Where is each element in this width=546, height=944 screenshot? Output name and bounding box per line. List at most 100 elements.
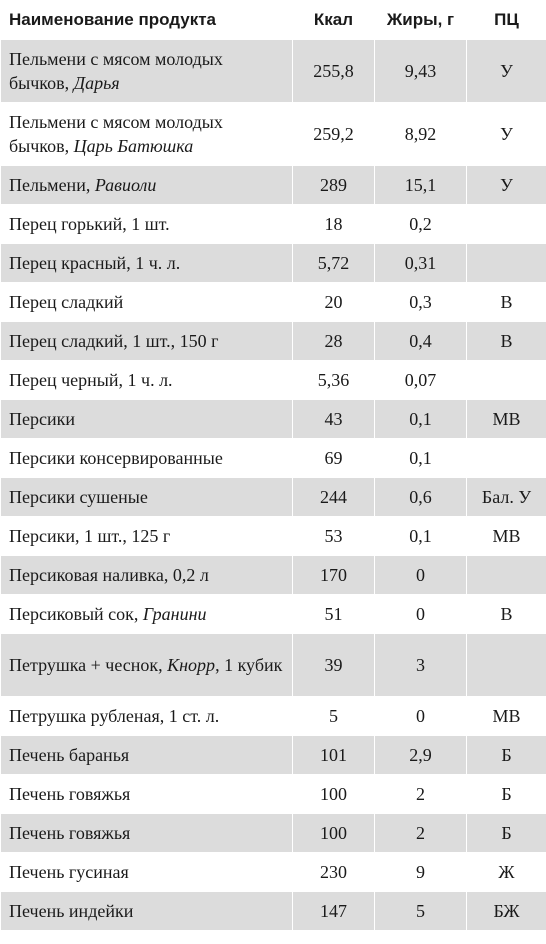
product-suffix-text: , 1 кубик: [215, 655, 283, 675]
table-row: Петрушка рубленая, 1 ст. л. 5 0 МВ: [0, 696, 546, 736]
cell-pc: У: [466, 39, 546, 103]
cell-fat: 0,3: [374, 282, 467, 322]
cell-kcal: 5,72: [292, 243, 375, 283]
table-row: Перец сладкий 20 0,3 В: [0, 282, 546, 322]
cell-pc: Б: [466, 813, 546, 853]
cell-pc: БЖ: [466, 891, 546, 931]
cell-pc: Ж: [466, 852, 546, 892]
cell-kcal: 255,8: [292, 39, 375, 103]
cell-fat: 5: [374, 891, 467, 931]
cell-product-name: Персиковый сок, Гранини: [0, 594, 293, 634]
cell-pc: МВ: [466, 516, 546, 556]
cell-product-name: Печень говяжья: [0, 813, 293, 853]
product-name-text: Перец сладкий, 1 шт., 150 г: [9, 331, 219, 351]
cell-fat: 0,1: [374, 516, 467, 556]
table-row: Персиковый сок, Гранини 51 0 В: [0, 594, 546, 634]
cell-fat: 9: [374, 852, 467, 892]
cell-kcal: 289: [292, 165, 375, 205]
cell-kcal: 230: [292, 852, 375, 892]
product-brand-text: Дарья: [73, 73, 120, 93]
cell-kcal: 51: [292, 594, 375, 634]
cell-pc: [466, 633, 546, 697]
cell-fat: 3: [374, 633, 467, 697]
cell-fat: 0: [374, 696, 467, 736]
cell-product-name: Перец красный, 1 ч. л.: [0, 243, 293, 283]
table-row: Петрушка + чеснок, Кнорр, 1 кубик 39 3: [0, 633, 546, 697]
cell-product-name: Петрушка + чеснок, Кнорр, 1 кубик: [0, 633, 293, 697]
product-brand-text: Царь Батюшка: [73, 136, 194, 156]
cell-product-name: Печень индейки: [0, 891, 293, 931]
table-row: Печень говяжья 100 2 Б: [0, 813, 546, 853]
cell-product-name: Персики консервированные: [0, 438, 293, 478]
product-name-text: Персиковая наливка, 0,2 л: [9, 565, 209, 585]
cell-fat: 0,07: [374, 360, 467, 400]
cell-kcal: 53: [292, 516, 375, 556]
product-name-text: Персики сушеные: [9, 487, 148, 507]
table-row: Печень индейки 147 5 БЖ: [0, 891, 546, 931]
product-name-text: Печень говяжья: [9, 823, 131, 843]
cell-pc: [466, 243, 546, 283]
table-row: Перец красный, 1 ч. л. 5,72 0,31: [0, 243, 546, 283]
cell-pc: В: [466, 282, 546, 322]
cell-product-name: Перец сладкий: [0, 282, 293, 322]
cell-kcal: 20: [292, 282, 375, 322]
cell-kcal: 101: [292, 735, 375, 775]
table-row: Персики, 1 шт., 125 г 53 0,1 МВ: [0, 516, 546, 556]
header-row: Наименование продукта Ккал Жиры, г ПЦ: [0, 0, 546, 40]
cell-kcal: 170: [292, 555, 375, 595]
cell-pc: Б: [466, 735, 546, 775]
cell-pc: МВ: [466, 696, 546, 736]
table-row: Печень баранья 101 2,9 Б: [0, 735, 546, 775]
product-name-text: Пельмени с мясом молодых бычков,: [9, 112, 223, 156]
cell-fat: 0: [374, 555, 467, 595]
table-row: Перец горький, 1 шт. 18 0,2: [0, 204, 546, 244]
cell-kcal: 18: [292, 204, 375, 244]
column-header-fat: Жиры, г: [374, 0, 467, 40]
cell-fat: 0,2: [374, 204, 467, 244]
product-name-text: Перец сладкий: [9, 292, 124, 312]
cell-fat: 0,31: [374, 243, 467, 283]
product-name-text: Персики консервированные: [9, 448, 223, 468]
cell-fat: 2: [374, 774, 467, 814]
column-header-kcal: Ккал: [292, 0, 375, 40]
table-row: Пельмени с мясом молодых бычков, Царь Ба…: [0, 102, 546, 166]
product-name-text: Персиковый сок,: [9, 604, 143, 624]
table-row: Перец черный, 1 ч. л. 5,36 0,07: [0, 360, 546, 400]
cell-fat: 0,6: [374, 477, 467, 517]
cell-product-name: Персики: [0, 399, 293, 439]
cell-pc: [466, 360, 546, 400]
table-row: Персиковая наливка, 0,2 л 170 0: [0, 555, 546, 595]
cell-product-name: Пельмени, Равиоли: [0, 165, 293, 205]
table-row: Перец сладкий, 1 шт., 150 г 28 0,4 В: [0, 321, 546, 361]
cell-fat: 2: [374, 813, 467, 853]
cell-product-name: Печень гусиная: [0, 852, 293, 892]
cell-product-name: Перец горький, 1 шт.: [0, 204, 293, 244]
product-name-text: Перец красный, 1 ч. л.: [9, 253, 181, 273]
cell-pc: [466, 555, 546, 595]
cell-kcal: 28: [292, 321, 375, 361]
cell-kcal: 259,2: [292, 102, 375, 166]
cell-fat: 8,92: [374, 102, 467, 166]
cell-fat: 0,1: [374, 438, 467, 478]
product-name-text: Перец черный, 1 ч. л.: [9, 370, 173, 390]
cell-product-name: Печень говяжья: [0, 774, 293, 814]
product-name-text: Печень баранья: [9, 745, 130, 765]
product-name-text: Пельмени,: [9, 175, 95, 195]
product-name-text: Печень гусиная: [9, 862, 129, 882]
cell-fat: 0,1: [374, 399, 467, 439]
cell-pc: Бал. У: [466, 477, 546, 517]
table-row: Пельмени с мясом молодых бычков, Дарья 25…: [0, 39, 546, 103]
cell-product-name: Пельмени с мясом молодых бычков, Дарья: [0, 39, 293, 103]
cell-pc: Б: [466, 774, 546, 814]
product-name-text: Пельмени с мясом молодых бычков,: [9, 49, 223, 93]
product-name-text: Персики, 1 шт., 125 г: [9, 526, 171, 546]
product-name-text: Петрушка + чеснок,: [9, 655, 168, 675]
product-name-text: Печень говяжья: [9, 784, 131, 804]
cell-fat: 0,4: [374, 321, 467, 361]
product-brand-text: Кнорр: [167, 655, 216, 675]
cell-pc: В: [466, 594, 546, 634]
table-row: Персики сушеные 244 0,6 Бал. У: [0, 477, 546, 517]
cell-product-name: Перец черный, 1 ч. л.: [0, 360, 293, 400]
cell-kcal: 244: [292, 477, 375, 517]
cell-pc: [466, 438, 546, 478]
